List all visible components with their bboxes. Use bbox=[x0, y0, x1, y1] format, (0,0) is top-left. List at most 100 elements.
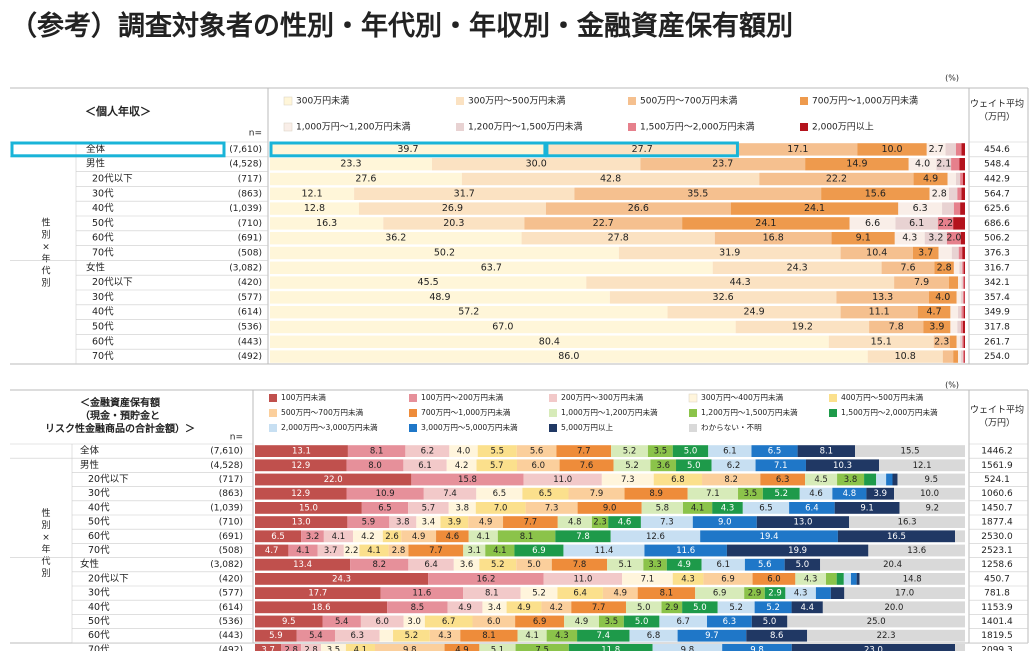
bar-value-label: 5.0 bbox=[637, 603, 651, 613]
bar-segment bbox=[485, 544, 515, 557]
bar-value-label: 4.9 bbox=[412, 532, 426, 542]
row-n-value: (710) bbox=[238, 219, 262, 229]
bar-segment bbox=[892, 473, 898, 486]
bar-value-label: 12.1 bbox=[913, 461, 932, 471]
bar-segment bbox=[468, 530, 498, 543]
row-label: 60代 bbox=[88, 630, 110, 641]
bar-segment bbox=[408, 502, 449, 514]
bar-segment bbox=[960, 172, 963, 186]
bar-segment bbox=[960, 202, 965, 215]
bar-value-label: 6.2 bbox=[727, 461, 741, 471]
bar-value-label: 3.2 bbox=[306, 532, 320, 542]
bar-segment bbox=[908, 158, 937, 171]
bar-value-label: 9.8 bbox=[750, 645, 764, 651]
bar-value-label: 6.7 bbox=[676, 617, 690, 627]
bar-segment bbox=[951, 246, 959, 260]
bar-segment bbox=[476, 459, 517, 472]
bar-segment bbox=[359, 544, 389, 557]
bar-value-label: 16.8 bbox=[763, 233, 784, 244]
bar-value-label: 3.9 bbox=[448, 518, 462, 528]
bar-segment bbox=[446, 459, 477, 472]
chart-title: ＜金融資産保有額 bbox=[80, 396, 160, 409]
bar-segment bbox=[270, 306, 668, 319]
legend-swatch bbox=[409, 409, 417, 417]
bar-value-label: 2.8 bbox=[937, 262, 952, 273]
legend-swatch bbox=[800, 97, 808, 105]
bar-segment bbox=[964, 276, 965, 289]
bar-segment bbox=[785, 587, 816, 599]
bar-segment bbox=[957, 320, 961, 334]
legend-entry-label: 2,000万円以上 bbox=[812, 122, 874, 133]
bar-value-label: 3.9 bbox=[929, 322, 944, 333]
bar-segment bbox=[622, 573, 673, 585]
row-n-value: (863) bbox=[238, 189, 262, 199]
bar-segment bbox=[270, 172, 462, 186]
legend-swatch bbox=[269, 424, 277, 432]
bar-segment bbox=[957, 187, 962, 200]
bar-segment bbox=[360, 615, 404, 628]
bar-value-label: 6.0 bbox=[767, 574, 781, 584]
bar-value-label: 4.1 bbox=[525, 631, 539, 641]
bar-value-label: 7.0 bbox=[494, 503, 508, 513]
bar-segment bbox=[472, 615, 516, 628]
bar-segment bbox=[408, 558, 454, 571]
bar-value-label: 2.2 bbox=[938, 218, 953, 229]
legend-entry-label: 300万円～400万円未満 bbox=[701, 392, 784, 402]
row-n-value: (443) bbox=[238, 337, 262, 347]
bar-segment bbox=[947, 172, 956, 186]
bar-segment bbox=[387, 601, 448, 614]
weight-header: （万円） bbox=[979, 418, 1015, 429]
bar-value-label: 5.2 bbox=[625, 461, 639, 471]
bar-segment bbox=[831, 232, 895, 245]
bar-value-label: 4.3 bbox=[438, 631, 452, 641]
bar-segment bbox=[830, 587, 845, 599]
bar-segment bbox=[961, 306, 964, 319]
bar-segment bbox=[543, 573, 623, 585]
bar-segment bbox=[515, 615, 565, 628]
bar-segment bbox=[738, 143, 858, 156]
bar-segment bbox=[867, 350, 943, 363]
highlight-row-box bbox=[10, 141, 226, 158]
row-label: 50代 bbox=[88, 517, 110, 528]
bar-value-label: 6.3 bbox=[776, 475, 790, 485]
bar-value-label: 3.2 bbox=[928, 233, 943, 244]
bar-value-label: 4.1 bbox=[296, 546, 310, 556]
bar-segment bbox=[962, 246, 965, 260]
bar-segment bbox=[380, 587, 464, 599]
bar-value-label: 7.8 bbox=[573, 560, 587, 570]
row-label: 30代 bbox=[88, 588, 110, 599]
bar-value-label: 5.7 bbox=[490, 461, 504, 471]
bar-segment bbox=[577, 502, 642, 514]
bar-segment bbox=[611, 445, 648, 457]
bar-value-label: 7.7 bbox=[577, 447, 591, 457]
bar-value-label: 4.9 bbox=[479, 518, 493, 528]
bar-segment bbox=[255, 445, 348, 457]
row-weight-value: 254.0 bbox=[984, 352, 1010, 362]
bar-segment bbox=[503, 516, 558, 528]
bar-segment bbox=[374, 644, 445, 651]
bar-segment bbox=[929, 187, 950, 200]
bar-value-label: 7.7 bbox=[592, 603, 606, 613]
side-group-label-char: 別 bbox=[41, 568, 50, 579]
legend-entry-label: 700万円～1,000万円未満 bbox=[812, 95, 918, 107]
bar-segment bbox=[546, 629, 578, 642]
bar-value-label: 15.6 bbox=[865, 188, 886, 199]
bar-segment bbox=[479, 644, 516, 651]
bar-value-label: 6.8 bbox=[647, 631, 661, 641]
side-group-label-char: 年 bbox=[41, 253, 50, 265]
bar-value-label: 5.1 bbox=[618, 560, 632, 570]
bar-segment bbox=[640, 158, 806, 171]
bar-segment bbox=[881, 261, 935, 274]
bar-segment bbox=[482, 601, 507, 614]
bar-value-label: 17.1 bbox=[787, 144, 808, 155]
row-n-value: (691) bbox=[238, 234, 262, 244]
unit-label: (%) bbox=[945, 74, 959, 83]
bar-segment bbox=[682, 601, 718, 614]
bar-segment bbox=[643, 558, 667, 571]
bar-value-label: 26.9 bbox=[442, 203, 463, 214]
bar-segment bbox=[541, 601, 572, 614]
bar-value-label: 9.5 bbox=[282, 617, 296, 627]
bar-value-label: 4.1 bbox=[354, 645, 368, 651]
bar-segment bbox=[598, 615, 624, 628]
row-weight-value: 2523.1 bbox=[981, 546, 1013, 556]
